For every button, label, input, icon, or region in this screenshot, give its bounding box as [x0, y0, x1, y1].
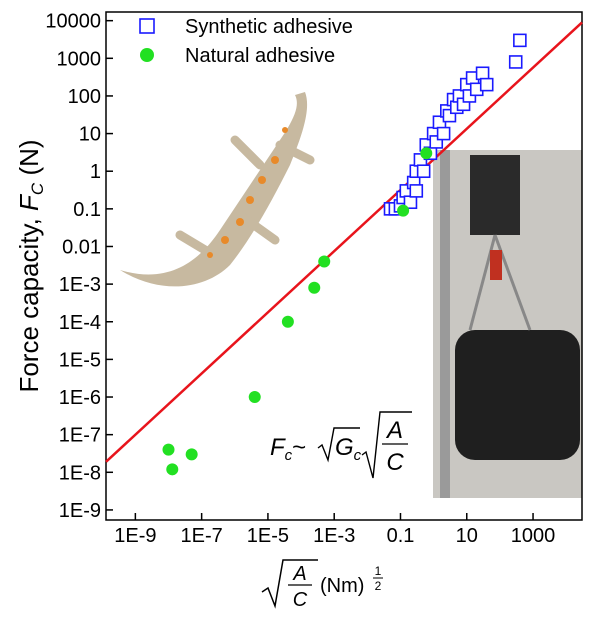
gecko-body [120, 92, 308, 287]
formula: Gc [335, 434, 362, 464]
point [248, 391, 261, 404]
sqrt-sign [317, 427, 360, 463]
x-tick-label: 0.1 [387, 525, 415, 547]
point [416, 164, 431, 179]
x-label-unit: (Nm) [320, 575, 364, 597]
x-tick-label: 1E-5 [247, 525, 289, 547]
point [166, 463, 179, 476]
y-label-part: (N) [14, 139, 44, 182]
y-tick-label: 1000 [57, 48, 102, 70]
y-label-part: C [28, 182, 47, 195]
x-tick-label: 1E-3 [313, 525, 355, 547]
point [318, 255, 331, 268]
y-tick-label: 10000 [45, 11, 101, 33]
y-tick-label: 1E-6 [59, 387, 101, 409]
sqrt-sign [261, 559, 318, 609]
y-tick-label: 0.1 [73, 199, 101, 221]
sqrt-sign [361, 411, 412, 479]
y-tick-label: 1E-7 [59, 425, 101, 447]
x-label-exp: 1 [375, 564, 382, 578]
gecko-photo [120, 92, 315, 287]
point [397, 204, 410, 217]
y-tick-label: 1E-8 [59, 462, 101, 484]
formula-num: A [385, 417, 403, 444]
formula-part: F [270, 434, 286, 461]
y-tick-label: 0.01 [62, 236, 101, 258]
x-tick-label: 1E-7 [181, 525, 223, 547]
weights-photo [433, 150, 582, 498]
y-label-part: F [14, 193, 44, 211]
point [475, 66, 490, 81]
formula-part: c [354, 447, 362, 464]
formula-part: ~ [292, 434, 306, 461]
point [281, 315, 294, 328]
point [479, 77, 494, 92]
point [436, 126, 451, 141]
point [508, 55, 523, 69]
legend-marker [139, 18, 155, 34]
legend-marker [140, 48, 154, 62]
y-tick-label: 10 [79, 124, 101, 146]
point [162, 443, 175, 456]
plot-frame [105, 11, 583, 521]
formula: Fc~ [270, 434, 306, 464]
y-tick-label: 1E-5 [59, 349, 101, 371]
x-tick-label: 10 [456, 525, 478, 547]
fit-line [105, 21, 583, 463]
x-tick-label: 1E-9 [114, 525, 156, 547]
y-label-part: Force capacity, [14, 211, 44, 393]
x-label-den: C [293, 589, 308, 611]
y-tick-label: 100 [68, 86, 101, 108]
legend-label: Natural adhesive [185, 45, 335, 67]
formula-part: c [285, 447, 293, 464]
point [409, 184, 424, 198]
x-label-exp: 2 [375, 579, 382, 593]
formula-den: C [386, 449, 404, 476]
x-label-num: A [292, 563, 306, 585]
point [420, 147, 433, 160]
y-axis-label: Force capacity, FC (N) [14, 139, 47, 392]
gecko-spots [207, 127, 288, 258]
legend-label: Synthetic adhesive [185, 16, 353, 38]
y-tick-label: 1 [90, 161, 101, 183]
point [513, 33, 527, 48]
formula-part: G [335, 434, 354, 461]
gecko-legs [175, 135, 315, 255]
x-tick-label: 1000 [511, 525, 556, 547]
point [185, 448, 198, 461]
y-tick-label: 1E-4 [59, 312, 101, 334]
point [308, 281, 321, 294]
y-tick-label: 1E-9 [59, 500, 101, 522]
y-tick-label: 1E-3 [59, 274, 101, 296]
